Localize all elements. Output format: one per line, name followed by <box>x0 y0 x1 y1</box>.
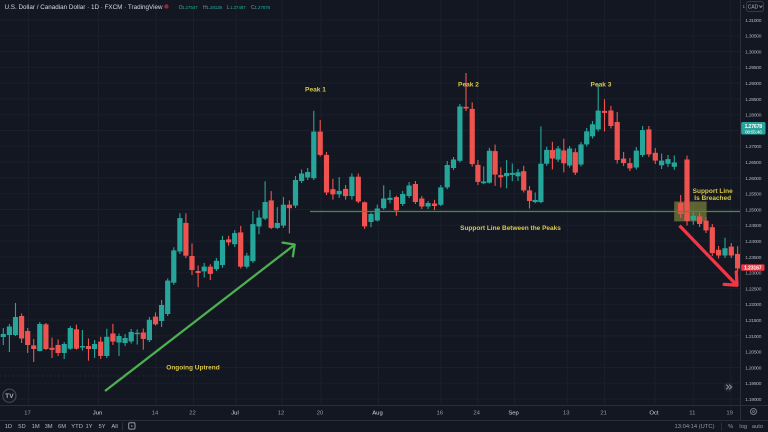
svg-text:1: 1 <box>743 4 746 9</box>
svg-text:auto: auto <box>752 424 763 430</box>
svg-text:Aug: Aug <box>372 411 382 417</box>
svg-text:Is Breached: Is Breached <box>694 195 731 202</box>
svg-text:13:04:14 (UTC): 13:04:14 (UTC) <box>675 424 715 430</box>
svg-text:21: 21 <box>600 411 607 417</box>
svg-text:Peak 3: Peak 3 <box>591 82 612 89</box>
svg-text:20: 20 <box>317 411 324 417</box>
svg-text:1.30500: 1.30500 <box>745 34 761 40</box>
svg-text:Support Line Between the Peaks: Support Line Between the Peaks <box>460 225 561 232</box>
svg-text:22: 22 <box>189 411 196 417</box>
svg-text:Jul: Jul <box>231 411 239 417</box>
svg-text:1.22000: 1.22000 <box>745 302 761 308</box>
svg-text:1.19000: 1.19000 <box>745 397 761 403</box>
svg-text:TV: TV <box>5 393 14 400</box>
svg-text:1.27547: 1.27547 <box>182 5 198 10</box>
svg-text:YTD: YTD <box>71 424 83 430</box>
svg-text:1.23167: 1.23167 <box>744 266 762 272</box>
svg-text:1.19500: 1.19500 <box>745 381 761 387</box>
svg-text:6M: 6M <box>58 424 66 430</box>
svg-text:1.20500: 1.20500 <box>745 350 761 356</box>
svg-text:17: 17 <box>24 411 31 417</box>
svg-text:1.29500: 1.29500 <box>745 65 761 71</box>
svg-text:1.23500: 1.23500 <box>745 255 761 261</box>
svg-text:1M: 1M <box>32 424 40 430</box>
svg-text:08:55:46: 08:55:46 <box>745 129 762 134</box>
svg-text:1.28138: 1.28138 <box>206 5 222 10</box>
svg-text:1.25000: 1.25000 <box>745 207 761 213</box>
svg-text:13: 13 <box>563 411 570 417</box>
svg-text:11: 11 <box>689 411 695 417</box>
svg-text:1D: 1D <box>5 424 12 430</box>
svg-text:1.27678: 1.27678 <box>745 124 763 130</box>
svg-text:1.23000: 1.23000 <box>745 271 761 277</box>
svg-text:Peak 1: Peak 1 <box>305 87 326 94</box>
svg-text:1.24500: 1.24500 <box>745 223 761 229</box>
svg-text:Support Line: Support Line <box>693 188 733 195</box>
svg-text:3M: 3M <box>45 424 53 430</box>
svg-text:1.21500: 1.21500 <box>745 318 761 324</box>
svg-text:19: 19 <box>726 411 733 417</box>
svg-text:Ongoing Uptrend: Ongoing Uptrend <box>166 364 219 371</box>
svg-text:O: O <box>179 5 183 11</box>
svg-text:16: 16 <box>437 411 444 417</box>
svg-text:1Y: 1Y <box>85 424 92 430</box>
svg-text:L: L <box>227 5 230 11</box>
svg-text:Peak 2: Peak 2 <box>458 82 479 89</box>
svg-text:1.27000: 1.27000 <box>745 144 761 150</box>
svg-text:CAD: CAD <box>748 5 759 11</box>
svg-text:5D: 5D <box>18 424 25 430</box>
svg-text:1.24000: 1.24000 <box>745 239 761 245</box>
svg-text:1.21000: 1.21000 <box>745 334 761 340</box>
svg-text:1.30000: 1.30000 <box>745 49 761 55</box>
svg-text:H: H <box>203 5 207 11</box>
svg-text:1.26500: 1.26500 <box>745 160 761 166</box>
svg-text:1.27678: 1.27678 <box>254 5 270 10</box>
svg-text:1.26000: 1.26000 <box>745 176 761 182</box>
svg-text:Sep: Sep <box>508 411 519 417</box>
svg-text:1.28500: 1.28500 <box>745 97 761 103</box>
svg-text:12: 12 <box>278 411 285 417</box>
svg-text:1.20000: 1.20000 <box>745 365 761 371</box>
svg-text:1.22500: 1.22500 <box>745 286 761 292</box>
svg-text:Jun: Jun <box>93 411 103 417</box>
svg-text:Oct: Oct <box>649 411 659 417</box>
svg-text:All: All <box>111 424 117 430</box>
svg-text:1.27487: 1.27487 <box>230 5 246 10</box>
svg-text:1.28000: 1.28000 <box>745 113 761 119</box>
svg-text:U.S. Dollar / Canadian Dollar: U.S. Dollar / Canadian Dollar · 1D · FXC… <box>5 4 164 11</box>
svg-text:1.25500: 1.25500 <box>745 192 761 198</box>
svg-text:5Y: 5Y <box>98 424 105 430</box>
svg-text:log: log <box>739 424 747 430</box>
svg-text:14: 14 <box>152 411 159 417</box>
svg-text:1.31000: 1.31000 <box>745 18 761 24</box>
svg-text:1.29000: 1.29000 <box>745 81 761 87</box>
svg-text:C: C <box>251 5 255 11</box>
svg-text:%: % <box>728 424 733 430</box>
svg-text:24: 24 <box>473 411 480 417</box>
